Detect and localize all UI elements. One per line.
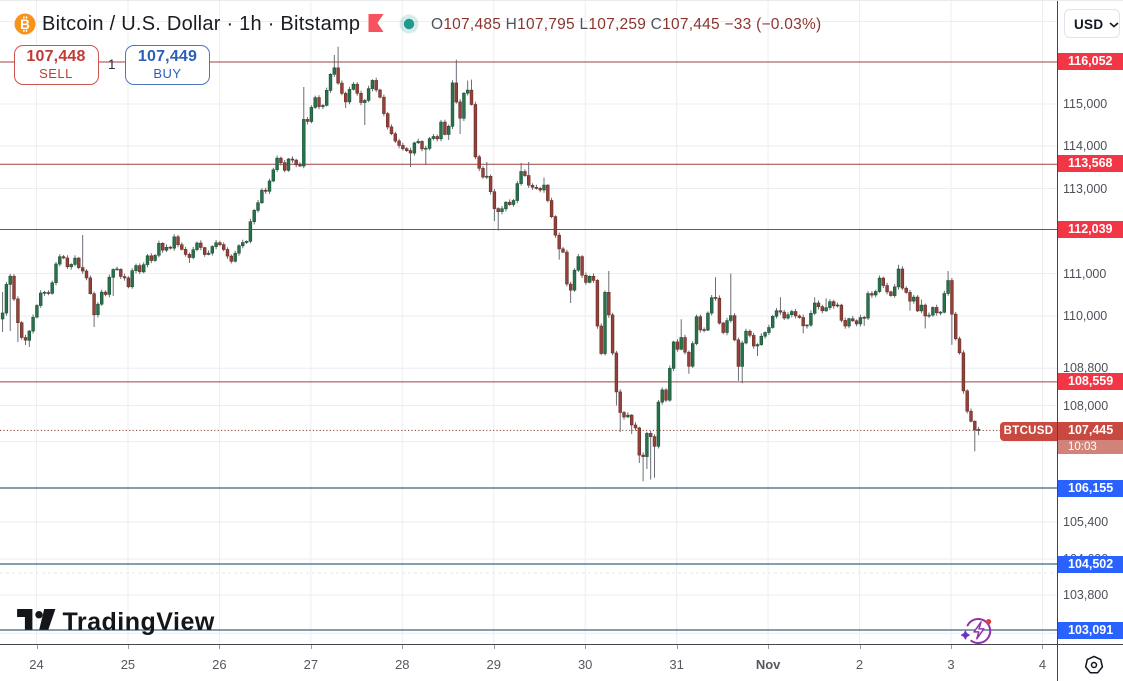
svg-text:B: B [20,17,30,32]
